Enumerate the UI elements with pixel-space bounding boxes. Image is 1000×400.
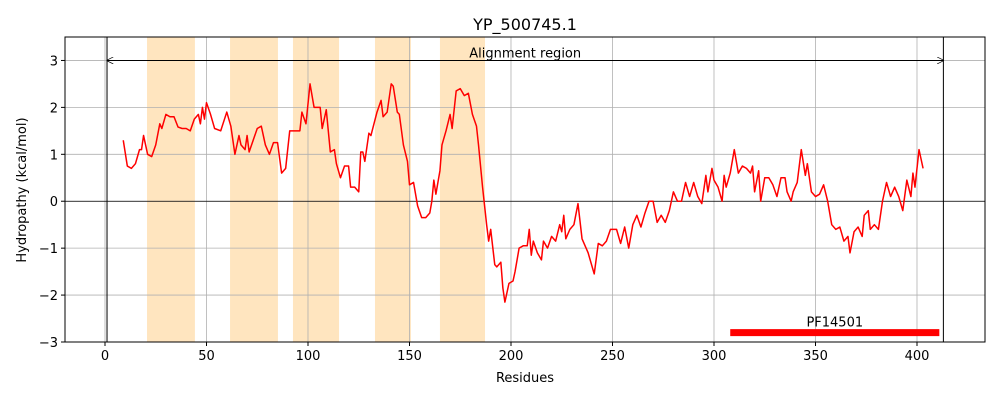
shaded-region [439, 37, 486, 342]
x-axis-label: Residues [496, 371, 554, 386]
annotation-text: Alignment region [469, 46, 581, 61]
x-tick-label: 150 [397, 349, 422, 364]
chart-title: YP_500745.1 [472, 15, 577, 35]
x-tick-label: 350 [803, 349, 828, 364]
x-tick-label: 0 [101, 349, 109, 364]
shaded-region [374, 37, 411, 342]
x-tick-label: 250 [600, 349, 625, 364]
y-tick-label: −1 [39, 242, 58, 257]
x-tick-label: 200 [499, 349, 524, 364]
domain-label: PF14501 [806, 316, 863, 331]
y-tick-label: 1 [50, 148, 58, 163]
shaded-region [230, 37, 278, 342]
x-tick-label: 300 [702, 349, 727, 364]
y-tick-label: 2 [50, 101, 58, 116]
y-tick-label: 0 [50, 195, 58, 210]
y-tick-label: 3 [50, 54, 58, 69]
y-axis-label: Hydropathy (kcal/mol) [15, 117, 30, 262]
x-tick-label: 400 [905, 349, 930, 364]
y-tick-label: −2 [39, 289, 58, 304]
shaded-region [147, 37, 195, 342]
plot-frame [64, 36, 986, 343]
hydropathy-line [122, 83, 924, 303]
x-tick-label: 50 [198, 349, 215, 364]
shaded-region [292, 37, 340, 342]
domain-bar [730, 329, 940, 337]
x-tick-label: 100 [296, 349, 321, 364]
y-tick-label: −3 [39, 336, 58, 351]
